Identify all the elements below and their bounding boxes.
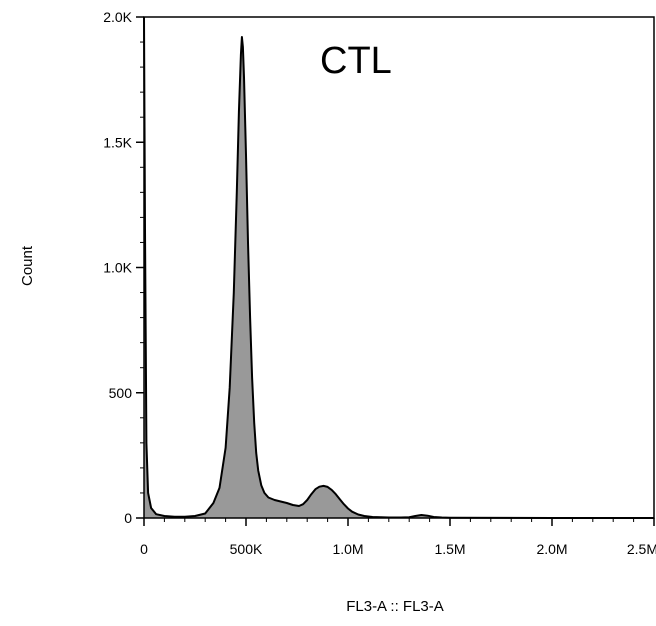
plot-frame — [143, 16, 655, 519]
y-tick-label: 0 — [124, 510, 132, 526]
y-tick-label: 2.0K — [103, 9, 132, 25]
histogram-line — [143, 16, 654, 519]
x-tick-label: 1.0M — [332, 541, 363, 557]
x-tick-label: 0 — [140, 541, 148, 557]
histogram-fill — [144, 17, 654, 518]
chart-title: CTL — [320, 40, 392, 82]
x-axis-label: FL3-A :: FL3-A — [346, 598, 444, 615]
x-axis-ticks: 0 500K 1.0M 1.5M 2.0M 2.5M — [140, 518, 656, 557]
y-tick-label: 1.5K — [103, 134, 132, 150]
y-tick-label: 1.0K — [103, 260, 132, 276]
x-tick-label: 1.5M — [434, 541, 465, 557]
y-axis-ticks: 0 500 1.0K 1.5K 2.0K — [103, 9, 144, 526]
x-tick-label: 500K — [230, 541, 263, 557]
series-layer — [143, 16, 654, 519]
plot-border — [143, 16, 655, 519]
y-tick-label: 500 — [109, 385, 133, 401]
x-tick-label: 2.5M — [627, 541, 656, 557]
y-axis-label: Count — [19, 245, 36, 286]
x-tick-label: 2.0M — [536, 541, 567, 557]
